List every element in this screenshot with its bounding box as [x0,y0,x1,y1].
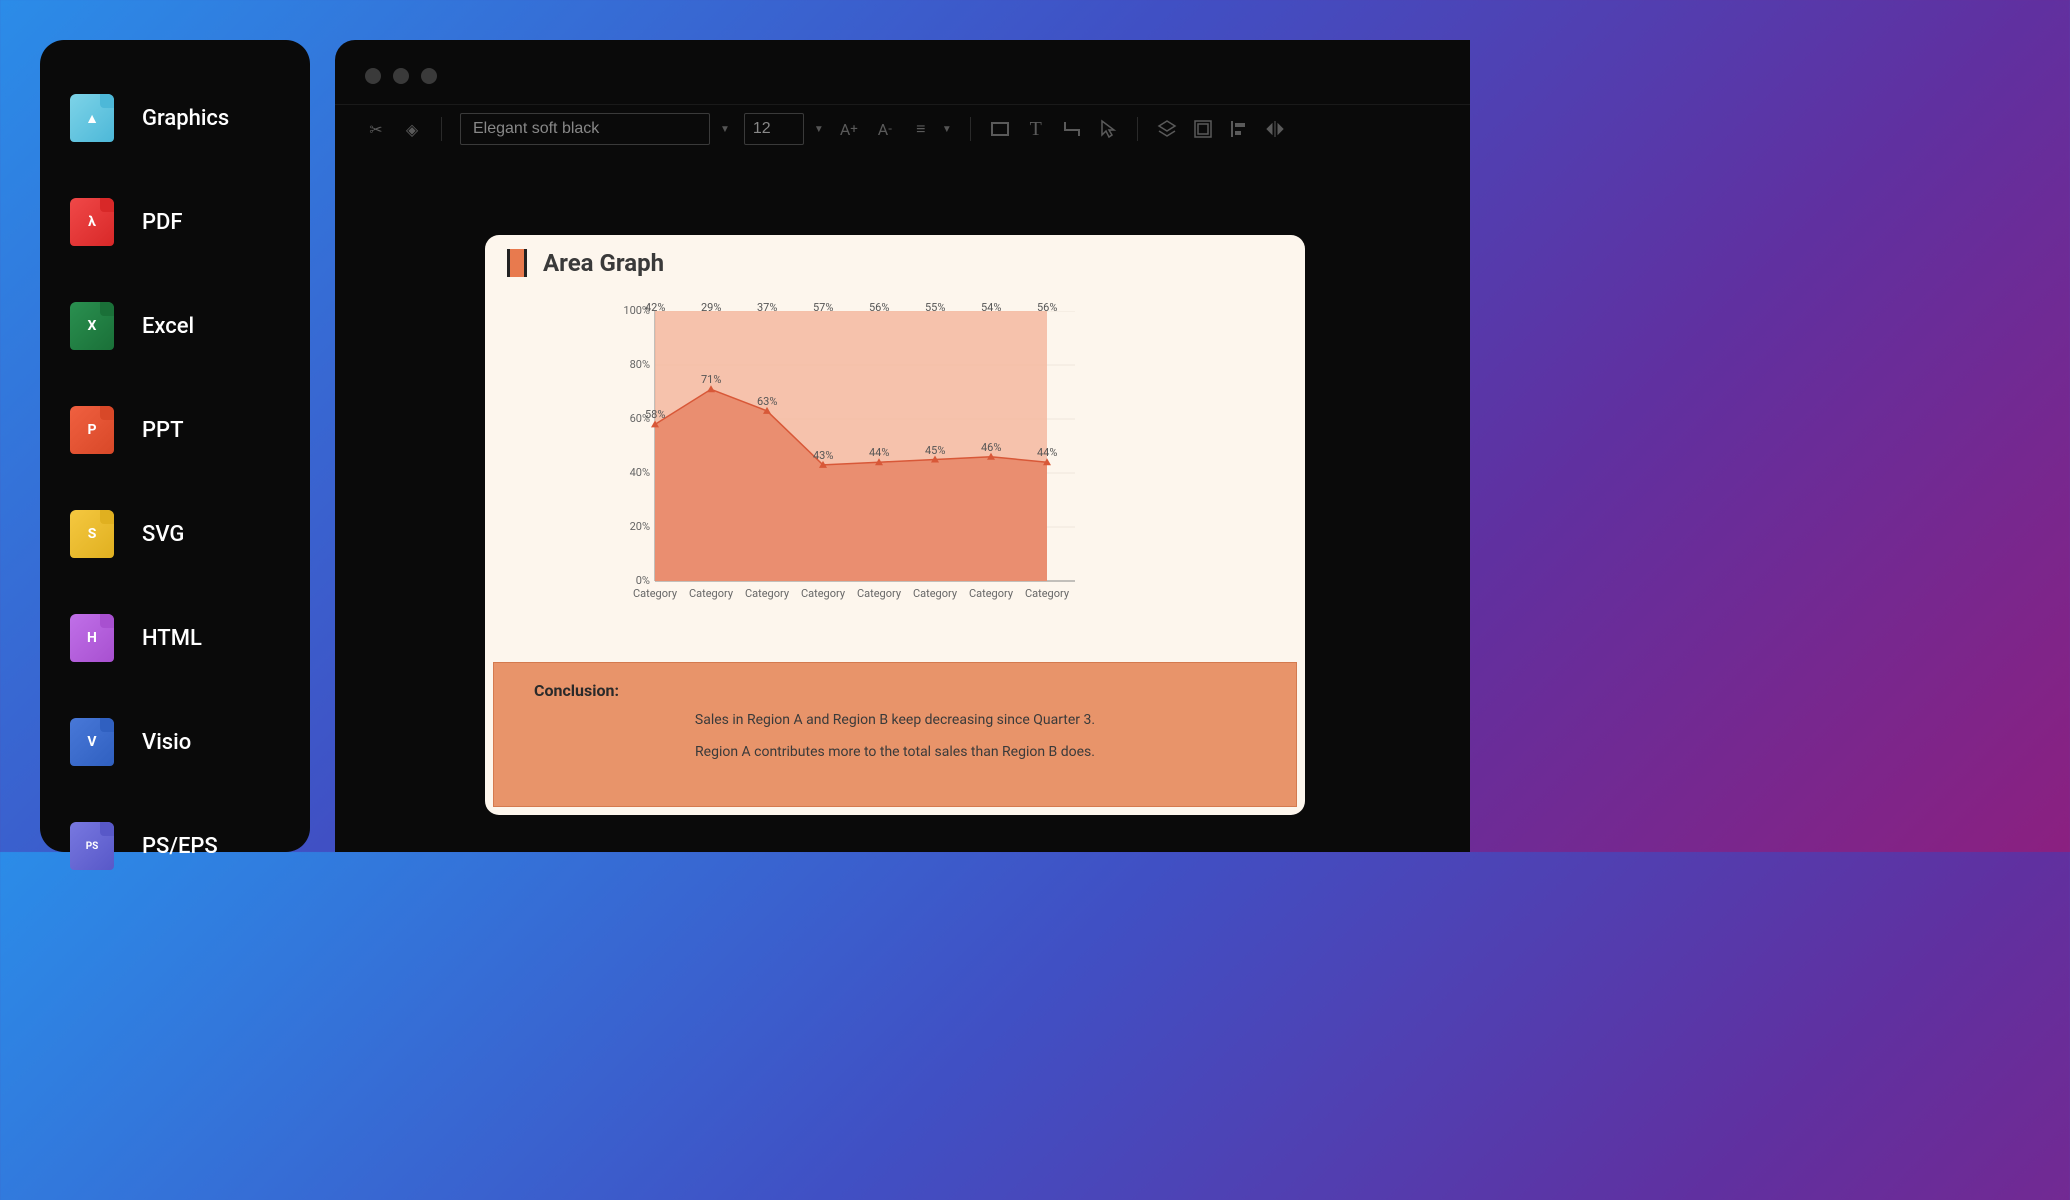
y-axis-label: 40% [610,466,650,479]
file-icon-ppt: P [70,406,114,454]
separator [1137,117,1138,141]
y-axis-label: 60% [610,412,650,425]
y-axis-label: 20% [610,520,650,533]
sidebar-item-graphics[interactable]: ▲ Graphics [60,80,290,156]
conclusion-panel: Conclusion: Sales in Region A and Region… [493,662,1297,807]
y-axis-label: 100% [610,304,650,317]
chart-badge-icon [507,249,527,277]
sidebar-item-pseps[interactable]: PS PS/EPS [60,808,290,884]
sidebar-item-ppt[interactable]: P PPT [60,392,290,468]
series2-label: 56% [1037,301,1057,314]
series1-label: 46% [981,441,1001,454]
sidebar-label: PDF [142,210,183,235]
file-icon-graphics: ▲ [70,94,114,142]
chevron-down-icon[interactable]: ▼ [814,124,824,135]
series1-label: 44% [1037,446,1057,459]
flip-icon[interactable] [1264,118,1286,140]
rectangle-icon[interactable] [989,118,1011,140]
sidebar-label: Excel [142,314,194,339]
series2-label: 42% [645,301,665,314]
x-axis-label: Category [630,587,680,600]
series1-label: 43% [813,449,833,462]
series1-label: 63% [757,395,777,408]
x-axis-label: Category [966,587,1016,600]
file-icon-html: H [70,614,114,662]
window-close-dot[interactable] [365,68,381,84]
x-axis-label: Category [854,587,904,600]
format-sidebar: ▲GraphicsλPDFXExcelPPPTSSVGHHTMLVVisioPS… [40,40,310,852]
sidebar-label: PS/EPS [142,834,218,859]
series1-label: 45% [925,444,945,457]
sidebar-label: Visio [142,730,191,755]
group-icon[interactable] [1192,118,1214,140]
cut-icon[interactable]: ✂ [365,118,387,140]
window-max-dot[interactable] [421,68,437,84]
sidebar-item-visio[interactable]: V Visio [60,704,290,780]
cursor-icon[interactable] [1097,118,1119,140]
layers-icon[interactable] [1156,118,1178,140]
series2-label: 57% [813,301,833,314]
series2-label: 37% [757,301,777,314]
chevron-down-icon[interactable]: ▼ [720,124,730,135]
chart-svg [625,311,1125,621]
chevron-down-icon[interactable]: ▼ [942,124,952,135]
chart-plot-area: 0% 20% 40% 60% 80% 100% Category Category Catego… [485,291,1305,671]
file-icon-ps/eps: PS [70,822,114,870]
paint-icon[interactable]: ◈ [401,118,423,140]
file-icon-pdf: λ [70,198,114,246]
x-axis-label: Category [742,587,792,600]
sidebar-label: PPT [142,418,184,443]
sidebar-label: Graphics [142,106,229,131]
series1-label: 58% [645,408,665,421]
window-controls [335,40,1470,104]
series2-label: 54% [981,301,1001,314]
text-icon[interactable]: T [1025,118,1047,140]
series2-label: 55% [925,301,945,314]
align-icon[interactable]: ≡ [910,118,932,140]
align-objects-icon[interactable] [1228,118,1250,140]
connector-icon[interactable] [1061,118,1083,140]
x-axis-label: Category [798,587,848,600]
sidebar-item-svg[interactable]: S SVG [60,496,290,572]
window-min-dot[interactable] [393,68,409,84]
toolbar: ✂ ◈ ▼ ▼ A+ A- ≡ ▼ T [335,104,1470,163]
file-icon-visio: V [70,718,114,766]
series2-label: 56% [869,301,889,314]
sidebar-label: SVG [142,522,184,547]
chart-header: Area Graph [485,235,1305,291]
file-icon-excel: X [70,302,114,350]
sidebar-item-pdf[interactable]: λ PDF [60,184,290,260]
font-increase-icon[interactable]: A+ [838,118,860,140]
editor-window: ✂ ◈ ▼ ▼ A+ A- ≡ ▼ T Area Graph 0% 20% 40% 6… [335,40,1470,852]
series1-label: 71% [701,373,721,386]
x-axis-label: Category [1022,587,1072,600]
font-name-select[interactable] [460,113,710,145]
conclusion-line1: Sales in Region A and Region B keep decr… [534,712,1256,728]
conclusion-title: Conclusion: [534,681,1256,700]
y-axis-label: 0% [610,574,650,587]
sidebar-label: HTML [142,626,202,651]
separator [441,117,442,141]
sidebar-item-excel[interactable]: X Excel [60,288,290,364]
conclusion-line2: Region A contributes more to the total s… [534,744,1256,760]
series2-label: 29% [701,301,721,314]
document-canvas[interactable]: Area Graph 0% 20% 40% 60% 80% 100% Category Cat… [485,235,1305,815]
series1-label: 44% [869,446,889,459]
x-axis-label: Category [686,587,736,600]
y-axis-label: 80% [610,358,650,371]
font-size-select[interactable] [744,113,804,145]
x-axis-label: Category [910,587,960,600]
sidebar-item-html[interactable]: H HTML [60,600,290,676]
separator [970,117,971,141]
font-decrease-icon[interactable]: A- [874,118,896,140]
chart-title: Area Graph [543,249,664,277]
file-icon-svg: S [70,510,114,558]
